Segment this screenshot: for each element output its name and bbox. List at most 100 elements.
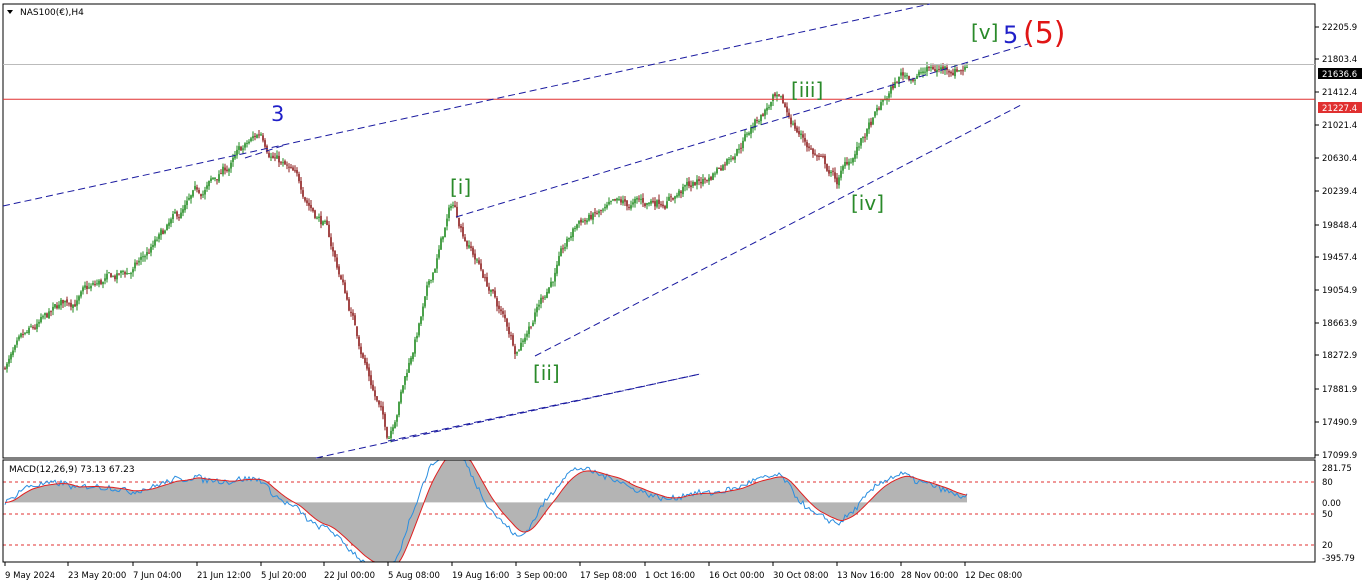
time-tick-label: 16 Oct 00:00 bbox=[709, 571, 764, 581]
candle-body bbox=[648, 202, 650, 205]
candle-body bbox=[370, 375, 372, 386]
candle-body bbox=[244, 143, 246, 148]
candle-body bbox=[400, 391, 402, 403]
candle-body bbox=[908, 76, 910, 80]
candle-body bbox=[816, 155, 818, 157]
price-tick-label: 19054.9 bbox=[1322, 286, 1357, 296]
candle-body bbox=[432, 272, 434, 281]
collapse-triangle-icon[interactable] bbox=[7, 10, 13, 14]
candle-body bbox=[784, 103, 786, 108]
time-tick-label: 17 Sep 08:00 bbox=[580, 571, 637, 581]
candle-body bbox=[110, 273, 112, 278]
candle-body bbox=[562, 248, 564, 250]
time-axis: 9 May 2024 23 May 20:00 7 Jun 04:00 21 Jun … bbox=[4, 562, 1022, 581]
candle-body bbox=[716, 168, 718, 174]
candle-body bbox=[218, 174, 220, 182]
candle-body bbox=[138, 260, 140, 263]
candle-body bbox=[570, 236, 572, 239]
candle-body bbox=[722, 165, 724, 171]
candle-body bbox=[168, 222, 170, 226]
candle-body bbox=[554, 272, 556, 282]
candle-body bbox=[264, 140, 266, 147]
candle-body bbox=[568, 237, 570, 240]
candle-body bbox=[916, 75, 918, 79]
candle-body bbox=[934, 69, 936, 72]
candle-body bbox=[192, 190, 194, 197]
candle-body bbox=[426, 285, 428, 296]
candle-body bbox=[84, 285, 86, 288]
candle-body bbox=[708, 177, 710, 182]
candle-body bbox=[78, 296, 80, 301]
candle-body bbox=[810, 148, 812, 150]
candle-body bbox=[854, 154, 856, 159]
candle-body bbox=[658, 199, 660, 204]
candle-body bbox=[342, 279, 344, 283]
candle-body bbox=[812, 148, 814, 155]
time-tick-label: 9 May 2024 bbox=[5, 571, 55, 581]
candle-body bbox=[226, 169, 228, 172]
candle-body bbox=[130, 273, 132, 275]
candle-body bbox=[462, 227, 464, 237]
candle-body bbox=[516, 351, 518, 354]
candle-body bbox=[472, 247, 474, 255]
candle-body bbox=[414, 339, 416, 354]
time-tick-label: 5 Aug 08:00 bbox=[388, 571, 440, 581]
candle-body bbox=[718, 167, 720, 169]
candle-body bbox=[448, 207, 450, 219]
candle-body bbox=[280, 162, 282, 164]
candle-body bbox=[686, 181, 688, 186]
candle-body bbox=[474, 253, 476, 260]
time-tick-label: 13 Nov 16:00 bbox=[837, 571, 894, 581]
macd-tick-label: 281.75 bbox=[1322, 464, 1352, 474]
candle-body bbox=[80, 291, 82, 297]
candle-body bbox=[136, 262, 138, 264]
price-tick-label: 19848.4 bbox=[1322, 221, 1357, 231]
candle-body bbox=[208, 180, 210, 187]
candle-body bbox=[430, 279, 432, 281]
channel-lines bbox=[2, 3, 1315, 459]
candle-body bbox=[952, 72, 954, 76]
candle-body bbox=[644, 203, 646, 206]
candle-body bbox=[292, 167, 294, 171]
price-axis: 22205.9 21803.4 21412.4 21021.4 20630.4 20239… bbox=[1315, 23, 1357, 461]
macd-tick-label: 0.00 bbox=[1322, 499, 1341, 509]
candle-body bbox=[780, 95, 782, 97]
candle-body bbox=[850, 162, 852, 164]
candle-body bbox=[720, 168, 722, 171]
candle-body bbox=[800, 133, 802, 136]
candle-body bbox=[120, 270, 122, 274]
candle-body bbox=[32, 326, 34, 328]
time-tick-label: 23 May 20:00 bbox=[68, 571, 126, 581]
candle-body bbox=[674, 196, 676, 199]
candle-body bbox=[682, 186, 684, 195]
candle-body bbox=[786, 106, 788, 113]
candle-body bbox=[740, 147, 742, 149]
candle-body bbox=[118, 273, 120, 275]
candle-body bbox=[902, 72, 904, 76]
time-tick-label: 5 Jul 20:00 bbox=[261, 571, 307, 581]
candle-body bbox=[174, 211, 176, 214]
macd-pane bbox=[2, 459, 1316, 563]
candle-body bbox=[750, 127, 752, 134]
candle-body bbox=[8, 358, 10, 364]
candle-body bbox=[834, 172, 836, 179]
candle-body bbox=[788, 112, 790, 117]
candle-body bbox=[224, 167, 226, 171]
candle-body bbox=[58, 304, 60, 309]
candle-body bbox=[498, 305, 500, 310]
candle-body bbox=[274, 157, 276, 159]
candle-body bbox=[596, 213, 598, 215]
candle-body bbox=[478, 260, 480, 264]
candle-body bbox=[238, 146, 240, 150]
candle-body bbox=[428, 280, 430, 285]
candle-body bbox=[884, 99, 886, 101]
candle-body bbox=[694, 182, 696, 186]
candle-body bbox=[822, 155, 824, 157]
candle-body bbox=[798, 130, 800, 135]
candle-body bbox=[836, 177, 838, 185]
candle-body bbox=[818, 155, 820, 158]
candle-body bbox=[964, 66, 966, 70]
candle-body bbox=[296, 170, 298, 174]
candle-body bbox=[630, 205, 632, 209]
